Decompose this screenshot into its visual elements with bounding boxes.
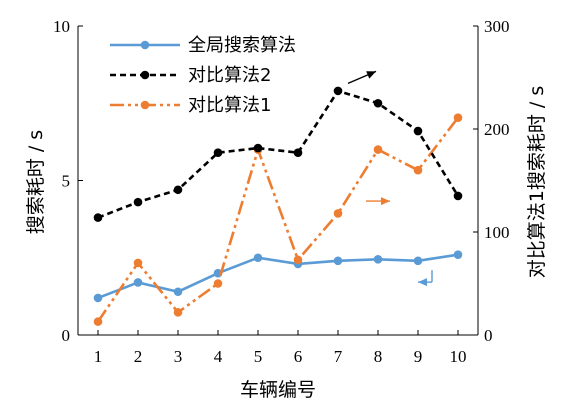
data-point-series-1	[173, 287, 183, 297]
data-point-series-3	[333, 209, 343, 218]
data-point-series-1	[253, 253, 263, 263]
y-right-tick-label: 200	[484, 120, 510, 139]
arrow-series-3-head	[418, 278, 427, 287]
data-point-series-1	[413, 256, 423, 266]
y-left-tick-label: 0	[62, 326, 71, 345]
data-point-series-1	[93, 293, 103, 303]
annotation-layer	[347, 70, 433, 287]
arrow-series-1-head	[381, 197, 390, 206]
y-axis-right-label: 对比算法1搜索耗时 / s	[526, 86, 548, 278]
data-point-series-3	[293, 255, 303, 265]
x-tick-label: 3	[174, 347, 183, 366]
x-tick-label: 4	[214, 347, 223, 366]
x-tick-label: 6	[294, 347, 303, 366]
data-point-series-2	[253, 143, 263, 153]
data-point-series-1	[453, 250, 463, 259]
legend-marker-1	[140, 40, 150, 50]
data-point-series-2	[333, 86, 343, 96]
x-tick-label: 9	[414, 347, 423, 366]
x-tick-label: 7	[334, 347, 343, 366]
data-point-series-2	[413, 126, 423, 136]
series-layer	[93, 86, 463, 326]
data-point-series-2	[93, 213, 103, 222]
legend-label-3: 对比算法1	[188, 95, 271, 116]
data-point-series-2	[213, 148, 223, 157]
arrow-series-2-head	[366, 71, 376, 79]
data-point-series-2	[373, 98, 383, 108]
data-point-series-3	[413, 165, 423, 175]
data-point-series-3	[213, 279, 223, 288]
y-right-tick-label: 100	[484, 223, 510, 242]
x-tick-label: 1	[94, 347, 103, 366]
legend-label-2: 对比算法2	[188, 65, 271, 86]
x-tick-label: 2	[134, 347, 143, 366]
data-point-series-3	[173, 308, 183, 317]
legend-marker-2	[140, 70, 150, 80]
y-left-tick-label: 5	[62, 172, 71, 191]
data-point-series-1	[373, 254, 383, 264]
data-point-series-2	[173, 185, 183, 195]
data-point-series-1	[333, 256, 343, 266]
x-tick-label: 8	[374, 347, 383, 366]
series-line-3	[96, 116, 460, 323]
data-point-series-2	[133, 197, 143, 207]
data-point-series-3	[453, 113, 463, 122]
data-point-series-1	[133, 278, 143, 287]
y-left-tick-label: 10	[53, 17, 70, 36]
data-point-series-2	[453, 191, 463, 201]
series-line-1	[97, 253, 459, 300]
x-axis-label: 车辆编号	[240, 379, 316, 401]
data-point-series-2	[293, 148, 303, 157]
y-right-tick-label: 300	[484, 17, 510, 36]
x-tick-label: 5	[254, 347, 263, 366]
y-axis-left-label: 搜索耗时 / s	[25, 130, 47, 234]
legend-marker-3	[140, 100, 150, 110]
y-right-tick-label: 0	[484, 326, 493, 345]
data-point-series-3	[93, 317, 103, 326]
data-point-series-3	[373, 145, 383, 154]
x-tick-label: 10	[450, 347, 467, 366]
series-line-2	[97, 89, 460, 219]
data-point-series-3	[133, 258, 143, 268]
legend-label-1: 全局搜索算法	[188, 35, 296, 56]
